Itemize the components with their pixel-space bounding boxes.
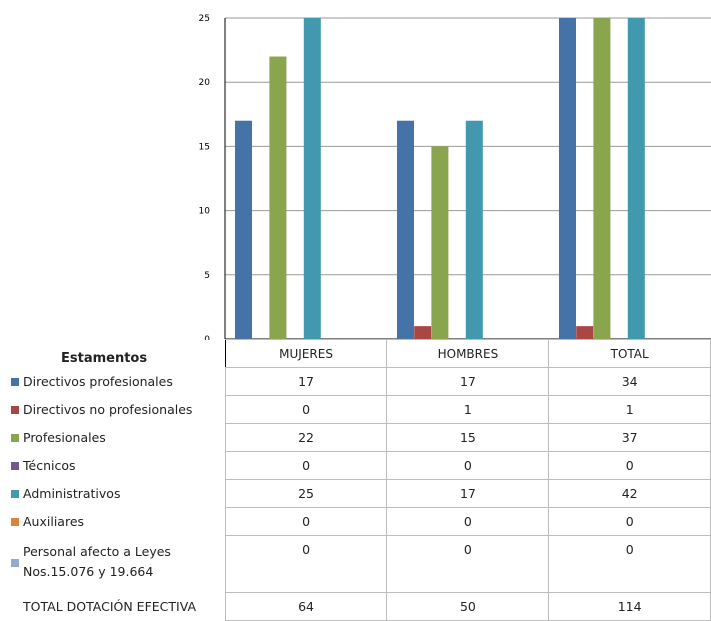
table-cell: 0 xyxy=(386,535,550,593)
row-label: Profesionales xyxy=(23,429,106,445)
total-cell-mujeres: 64 xyxy=(224,592,388,621)
row-label-cell: Directivos no profesionales xyxy=(7,396,225,424)
table-cell: 42 xyxy=(548,479,711,508)
row-label: Directivos profesionales xyxy=(23,373,173,389)
table-row: Técnicos 0 0 0 xyxy=(7,451,711,480)
y-tick-label: 5 xyxy=(204,271,210,281)
table-cell: 0 xyxy=(386,451,550,480)
row-label-cell: Auxiliares xyxy=(7,508,225,536)
table-cell: 17 xyxy=(386,367,550,396)
data-table: Estamentos MUJERES HOMBRES TOTAL Directi… xyxy=(7,339,711,621)
y-tick-label: 25 xyxy=(199,14,210,24)
total-label-cell: TOTAL DOTACIÓN EFECTIVA xyxy=(7,593,225,621)
bar xyxy=(576,326,594,339)
bar xyxy=(465,120,483,339)
table-cell: 34 xyxy=(548,367,711,396)
legend-swatch xyxy=(11,405,19,414)
table-cell: 25 xyxy=(224,479,388,508)
y-tick-label: 20 xyxy=(199,78,211,88)
table-cell: 15 xyxy=(386,423,550,452)
bar xyxy=(235,120,252,339)
legend-swatch xyxy=(11,489,19,498)
row-label: Administrativos xyxy=(23,485,121,501)
bar-chart: 0 5 10 15 20 25 xyxy=(199,14,711,340)
table-row: Directivos profesionales 17 17 34 xyxy=(7,367,711,396)
y-tick-label: 0 xyxy=(204,335,210,340)
legend-swatch xyxy=(11,559,19,567)
column-header-mujeres: MUJERES xyxy=(224,339,388,368)
table-cell: 37 xyxy=(548,423,711,452)
table-cell: 22 xyxy=(224,423,388,452)
y-axis-ticks: 0 5 10 15 20 25 xyxy=(199,14,211,340)
total-cell-total: 114 xyxy=(548,592,711,621)
bar xyxy=(627,18,645,339)
table-cell: 0 xyxy=(386,507,550,536)
total-label: TOTAL DOTACIÓN EFECTIVA xyxy=(23,598,197,614)
bar xyxy=(414,326,432,339)
table-cell: 0 xyxy=(548,535,711,593)
table-cell: 0 xyxy=(548,451,711,480)
row-label: Auxiliares xyxy=(23,513,85,529)
column-header-total: TOTAL xyxy=(548,339,711,368)
table-cell: 1 xyxy=(548,395,711,424)
bar xyxy=(303,18,321,339)
bar xyxy=(559,18,576,339)
table-row: Directivos no profesionales 0 1 1 xyxy=(7,395,711,424)
table-cell: 0 xyxy=(224,395,388,424)
bar xyxy=(431,146,449,339)
table-cell: 0 xyxy=(548,507,711,536)
row-label-cell: Administrativos xyxy=(7,480,225,508)
table-cell: 0 xyxy=(224,451,388,480)
bar xyxy=(269,56,287,340)
bars xyxy=(235,18,645,340)
bar xyxy=(593,18,611,339)
column-header-hombres: HOMBRES xyxy=(386,339,550,368)
table-title-cell: Estamentos xyxy=(7,340,225,368)
row-label-cell: Técnicos xyxy=(7,452,225,480)
row-label: Técnicos xyxy=(23,457,76,473)
y-tick-label: 15 xyxy=(199,142,210,152)
legend-swatch xyxy=(11,377,19,386)
y-tick-label: 10 xyxy=(199,207,211,217)
legend-swatch xyxy=(11,433,19,442)
table-cell: 0 xyxy=(224,535,388,593)
row-label: Personal afecto a Leyes Nos.15.076 y 19.… xyxy=(23,543,171,579)
row-label-cell: Personal afecto a Leyes Nos.15.076 y 19.… xyxy=(7,536,225,593)
row-label-cell: Directivos profesionales xyxy=(7,368,225,396)
table-row: Personal afecto a Leyes Nos.15.076 y 19.… xyxy=(7,535,711,593)
bar xyxy=(397,120,414,339)
table-row: Administrativos 25 17 42 xyxy=(7,479,711,508)
legend-swatch xyxy=(11,461,19,470)
total-cell-hombres: 50 xyxy=(386,592,550,621)
table-cell: 17 xyxy=(224,367,388,396)
row-label: Directivos no profesionales xyxy=(23,401,193,417)
row-label-cell: Profesionales xyxy=(7,424,225,452)
table-cell: 1 xyxy=(386,395,550,424)
table-header-row: Estamentos MUJERES HOMBRES TOTAL xyxy=(7,339,711,368)
table-cell: 0 xyxy=(224,507,388,536)
table-total-row: TOTAL DOTACIÓN EFECTIVA 64 50 114 xyxy=(7,592,711,621)
table-row: Auxiliares 0 0 0 xyxy=(7,507,711,536)
legend-swatch xyxy=(11,517,19,526)
table-cell: 17 xyxy=(386,479,550,508)
table-title: Estamentos xyxy=(61,350,148,366)
table-row: Profesionales 22 15 37 xyxy=(7,423,711,452)
